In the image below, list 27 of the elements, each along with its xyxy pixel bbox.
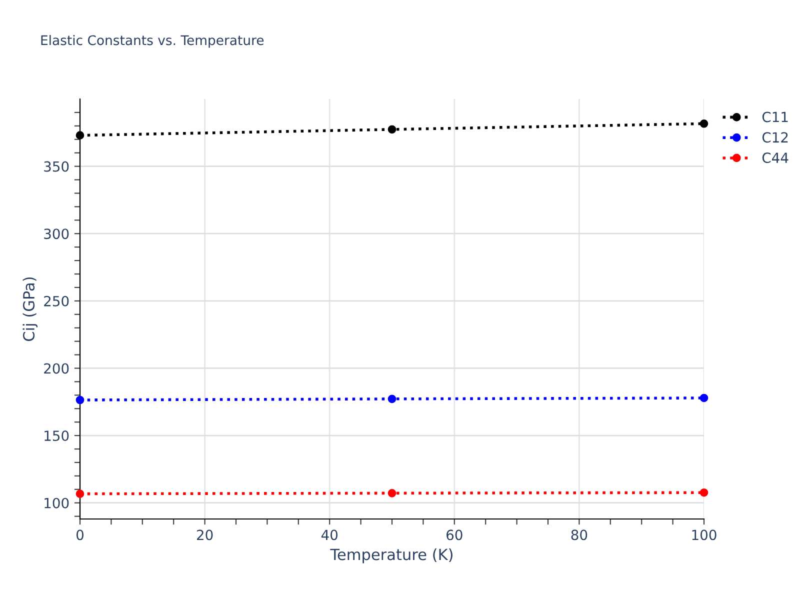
point	[76, 131, 84, 140]
legend-label: C12	[762, 132, 788, 143]
y-tick-label: 350	[44, 161, 69, 172]
point	[700, 488, 708, 497]
point	[388, 488, 396, 498]
x-tick-label: 80	[571, 530, 588, 540]
point	[700, 394, 708, 402]
point	[76, 396, 84, 404]
point	[700, 119, 708, 128]
x-tick-label: 60	[446, 530, 462, 540]
y-tick-label: 100	[44, 498, 69, 508]
chart-title: Elastic Constants vs. Temperature	[41, 34, 264, 48]
y-tick-label: 300	[44, 228, 69, 240]
y-axis-title: Cij (GPa)	[22, 277, 38, 341]
y-tick-label: 150	[44, 430, 69, 442]
x-tick-label: 40	[321, 530, 338, 540]
x-axis-title: Temperature (K)	[330, 548, 452, 564]
legend-label: C11	[762, 112, 788, 122]
x-tick-label: 100	[692, 530, 716, 540]
point	[76, 490, 84, 498]
point	[388, 394, 396, 404]
point	[388, 125, 396, 134]
x-tick-label: 20	[196, 530, 213, 540]
x-tick-label: 0	[76, 530, 84, 540]
y-tick-label: 250	[44, 296, 69, 306]
legend-label: C44	[762, 152, 788, 164]
y-tick-label: 200	[44, 363, 69, 374]
